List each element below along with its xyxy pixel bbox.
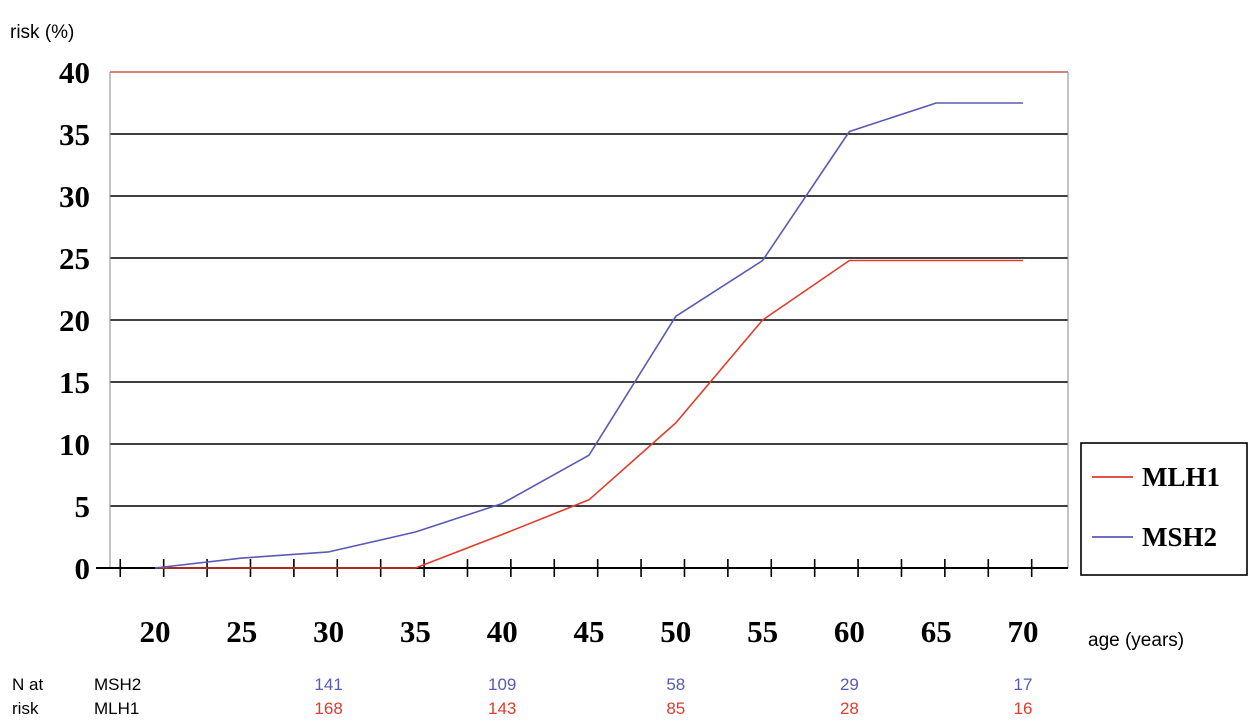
series-line-msh2: [154, 102, 1023, 569]
at-risk-label-line1: N at: [12, 675, 43, 694]
series-lines: [154, 102, 1023, 569]
x-axis-label: age (years): [1088, 630, 1184, 651]
at-risk-label-line2: risk: [12, 699, 39, 718]
y-tick-label: 20: [59, 303, 90, 338]
at-risk-value: 109: [488, 675, 516, 694]
legend-label-mlh1: MLH1: [1142, 462, 1220, 492]
y-tick-label: 5: [75, 489, 91, 524]
y-tick-label: 15: [59, 365, 90, 400]
at-risk-row-label: MLH1: [94, 699, 139, 718]
x-tick-label: 55: [747, 614, 778, 649]
at-risk-value: 58: [666, 675, 685, 694]
x-tick-label: 60: [834, 614, 865, 649]
gridlines: [109, 71, 1069, 568]
y-tick-label: 0: [75, 551, 91, 586]
at-risk-value: 28: [840, 699, 859, 718]
y-tick-label: 35: [59, 117, 90, 152]
at-risk-value: 141: [314, 675, 342, 694]
legend-label-msh2: MSH2: [1142, 522, 1217, 552]
number-at-risk-table: N at risk MSH2 141 109 58 29 17 MLH1 168 143 85 28…: [12, 675, 1032, 718]
x-tick-label: 65: [921, 614, 952, 649]
x-tick-label: 45: [574, 614, 605, 649]
at-risk-value: 17: [1014, 675, 1033, 694]
legend: MLH1 MSH2: [1080, 442, 1248, 576]
y-tick-labels: 0 5 10 15 20 25 30 35 40: [59, 55, 90, 586]
at-risk-row-label: MSH2: [94, 675, 141, 694]
legend-box: [1080, 442, 1248, 576]
y-tick-label: 25: [59, 241, 90, 276]
x-tick-label: 20: [140, 614, 171, 649]
x-tick-label: 40: [487, 614, 518, 649]
x-tick-label: 35: [400, 614, 431, 649]
x-tick-labels: 20 25 30 35 40 45 50 55 60 65 70: [140, 614, 1039, 649]
y-axis-label: risk (%): [10, 22, 74, 43]
x-tick-label: 70: [1008, 614, 1039, 649]
at-risk-value: 85: [666, 699, 685, 718]
x-tick-label: 25: [226, 614, 257, 649]
y-tick-label: 30: [59, 179, 90, 214]
y-tick-label: 10: [59, 427, 90, 462]
at-risk-value: 143: [488, 699, 516, 718]
at-risk-value: 168: [314, 699, 342, 718]
x-tick-label: 30: [313, 614, 344, 649]
at-risk-value: 16: [1014, 699, 1033, 718]
x-tick-label: 50: [660, 614, 691, 649]
y-tick-label: 40: [59, 55, 90, 90]
at-risk-value: 29: [840, 675, 859, 694]
series-line-mlh1: [155, 259, 1023, 569]
